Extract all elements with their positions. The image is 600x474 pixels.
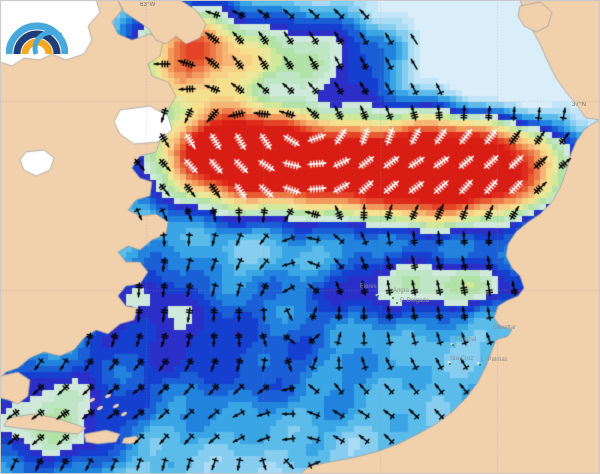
place-label-flores: Flores: [360, 284, 377, 290]
place-dot-l-palmas: [479, 364, 481, 366]
place-label-funchal: Funchal: [455, 337, 477, 343]
place-label-sta-cruz: Sta Cruz: [450, 356, 474, 362]
place-label-p-delgada: P. Delgada: [400, 298, 429, 304]
place-dot-flores: [377, 295, 379, 297]
place-label-gibraltar: Gibraltar: [493, 325, 517, 331]
place-dot-angra: [392, 297, 394, 299]
place-dot-funchal: [452, 344, 454, 346]
place-dot-sta-cruz: [449, 363, 451, 365]
rainbow-arc-logo[interactable]: [6, 10, 68, 56]
place-dot-p-delgada: [396, 302, 398, 304]
place-label-angra: Angra: [393, 288, 410, 294]
place-label-l-palmas: L. Palmas: [481, 357, 508, 363]
